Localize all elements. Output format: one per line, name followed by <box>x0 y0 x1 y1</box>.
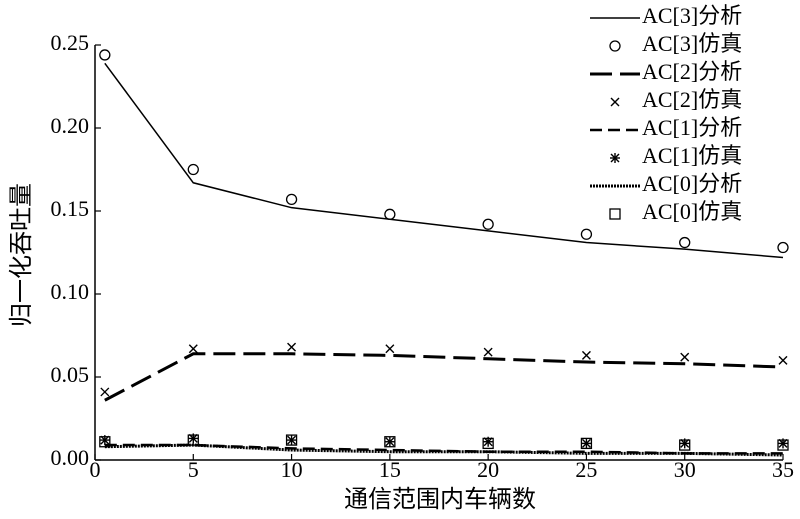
marker-shape <box>482 437 494 450</box>
marker-shape <box>384 208 396 220</box>
marker <box>187 434 199 446</box>
marker-shape <box>100 435 110 445</box>
y-tick-label: 0.25 <box>51 30 90 55</box>
marker-shape <box>609 208 621 220</box>
series-line <box>104 352 784 402</box>
marker <box>384 436 396 448</box>
marker <box>679 236 691 249</box>
legend-label: AC[0]分析 <box>642 171 742 196</box>
marker-shape <box>581 350 591 360</box>
marker <box>99 49 111 61</box>
marker <box>580 437 593 450</box>
x-tick-label: 25 <box>575 457 597 482</box>
marker <box>285 193 298 206</box>
y-tick-label: 0.20 <box>51 113 90 138</box>
x-tick-label: 15 <box>379 457 401 482</box>
marker-shape <box>777 439 789 451</box>
marker <box>778 355 788 365</box>
marker <box>385 344 395 354</box>
marker-shape <box>610 97 620 107</box>
marker-shape <box>778 438 788 448</box>
series-line <box>104 62 784 259</box>
marker <box>482 437 494 450</box>
marker-shape <box>99 49 111 61</box>
marker <box>580 228 593 240</box>
marker-shape <box>580 228 593 240</box>
marker-shape <box>777 241 789 254</box>
y-tick-label: 0.15 <box>51 196 90 221</box>
legend-label: AC[3]分析 <box>642 3 742 28</box>
marker-shape <box>385 344 395 354</box>
marker-shape <box>188 344 198 354</box>
y-tick-label: 0.05 <box>51 362 90 387</box>
marker <box>581 438 592 449</box>
marker <box>483 436 494 447</box>
legend-label: AC[0]仿真 <box>642 199 742 224</box>
marker-shape <box>483 437 493 447</box>
marker-shape <box>100 387 110 397</box>
legend-label: AC[3]仿真 <box>642 31 742 56</box>
marker <box>285 434 298 446</box>
marker-shape <box>680 438 690 448</box>
legend-label: AC[1]分析 <box>642 115 742 140</box>
marker-shape <box>679 236 691 249</box>
x-axis-label: 通信范围内车辆数 <box>344 485 536 513</box>
marker-shape <box>609 40 621 52</box>
marker <box>680 352 690 362</box>
x-tick-label: 20 <box>477 457 499 482</box>
x-tick-label: 10 <box>281 457 303 482</box>
marker <box>609 208 621 220</box>
marker-shape <box>581 438 591 448</box>
marker <box>581 350 591 360</box>
y-tick-label: 0.10 <box>51 279 90 304</box>
marker <box>610 97 620 107</box>
legend-label: AC[1]仿真 <box>642 143 742 168</box>
marker <box>100 387 110 397</box>
marker <box>483 347 493 357</box>
marker <box>287 342 297 352</box>
y-tick-label: 0.00 <box>51 445 90 470</box>
marker-shape <box>287 342 297 352</box>
marker <box>679 439 691 451</box>
marker <box>384 208 396 220</box>
marker-shape <box>385 437 395 447</box>
marker <box>99 436 111 448</box>
marker <box>187 163 199 176</box>
marker-shape <box>285 193 298 206</box>
marker-shape <box>679 439 691 451</box>
marker-shape <box>384 436 396 448</box>
marker-shape <box>99 436 111 448</box>
marker <box>777 241 789 254</box>
marker-shape <box>483 347 493 357</box>
legend-label: AC[2]仿真 <box>642 87 742 112</box>
y-axis-label: 归一化吞吐量 <box>7 183 35 327</box>
marker-shape <box>188 433 198 443</box>
marker <box>384 436 395 447</box>
marker-shape <box>287 435 297 445</box>
marker-shape <box>187 163 199 176</box>
marker-shape <box>187 434 199 446</box>
marker-shape <box>610 153 620 163</box>
x-tick-label: 30 <box>674 457 696 482</box>
x-tick-label: 0 <box>90 457 101 482</box>
marker <box>777 439 789 451</box>
x-tick-label: 5 <box>188 457 199 482</box>
marker-shape <box>580 437 593 450</box>
marker <box>482 218 494 230</box>
marker-shape <box>482 218 494 230</box>
marker-shape <box>285 434 298 446</box>
marker-shape <box>680 352 690 362</box>
marker <box>610 153 620 163</box>
x-tick-label: 35 <box>772 457 794 482</box>
legend-label: AC[2]分析 <box>642 59 742 84</box>
marker-shape <box>778 355 788 365</box>
marker <box>286 435 297 446</box>
marker <box>609 40 621 52</box>
marker <box>188 344 198 354</box>
series-line <box>104 443 784 457</box>
